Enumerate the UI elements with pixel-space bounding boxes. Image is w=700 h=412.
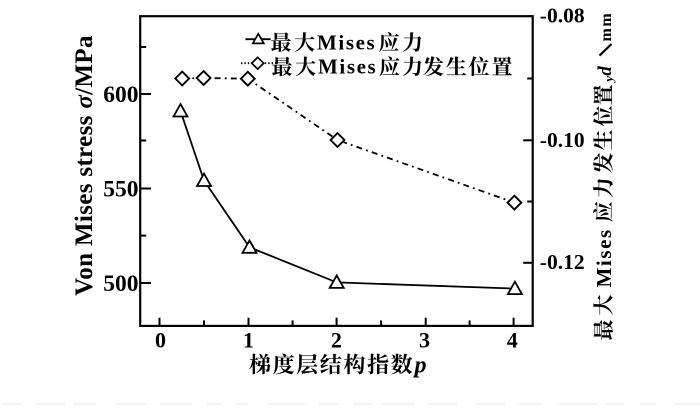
svg-text:4: 4 bbox=[507, 327, 518, 352]
svg-text:-0.08: -0.08 bbox=[540, 3, 585, 27]
svg-text:-0.12: -0.12 bbox=[540, 250, 585, 274]
svg-text:600: 600 bbox=[103, 82, 138, 108]
svg-text:d: d bbox=[595, 66, 616, 76]
svg-text:mm: mm bbox=[598, 12, 615, 42]
svg-text:1: 1 bbox=[243, 327, 254, 352]
svg-text:Mises: Mises bbox=[317, 30, 376, 54]
svg-text:-0.10: -0.10 bbox=[540, 128, 585, 152]
svg-text:Von Mises stress σ/MPa: Von Mises stress σ/MPa bbox=[71, 35, 98, 296]
svg-text:y: y bbox=[602, 76, 616, 84]
svg-text:550: 550 bbox=[103, 176, 138, 202]
svg-text:Mises: Mises bbox=[592, 228, 616, 287]
svg-text:0: 0 bbox=[155, 327, 166, 352]
svg-text:3: 3 bbox=[419, 327, 430, 352]
svg-text:2: 2 bbox=[331, 327, 342, 352]
svg-text:500: 500 bbox=[103, 271, 138, 297]
svg-text:p: p bbox=[413, 352, 427, 378]
svg-text:Mises: Mises bbox=[318, 55, 377, 79]
